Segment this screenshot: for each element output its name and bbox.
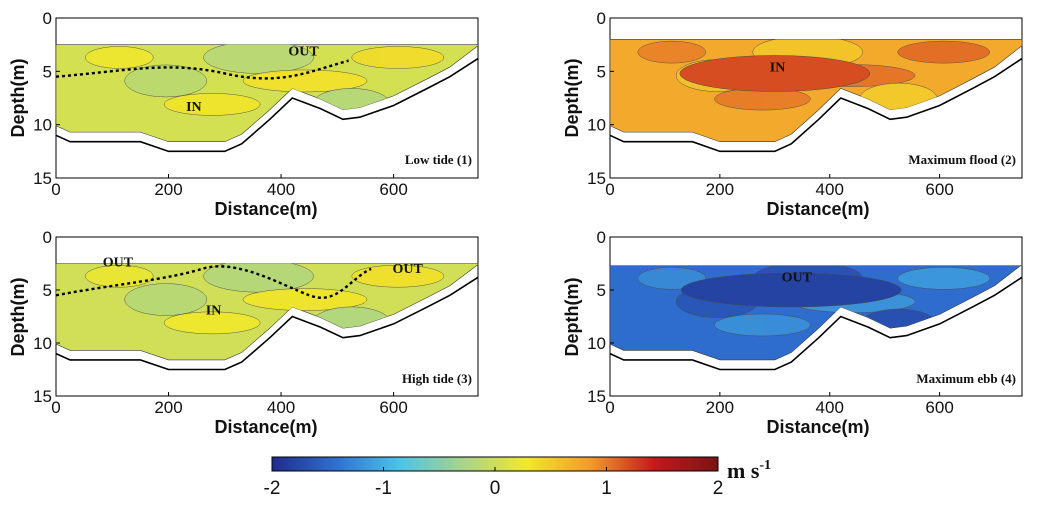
- flow-annotation: OUT: [782, 271, 813, 286]
- contour-band: [897, 267, 990, 290]
- flow-annotation: IN: [206, 303, 222, 318]
- x-tick-label: 0: [51, 398, 60, 417]
- y-tick-label: 5: [43, 281, 52, 300]
- contour-band: [714, 313, 811, 337]
- x-tick-label: 600: [379, 180, 407, 199]
- y-tick-label: 10: [587, 334, 606, 353]
- y-tick-label: 15: [33, 387, 52, 406]
- contour-band: [897, 40, 990, 64]
- panel-high-tide: High tide (3) Depth(m) Distance(m): [8, 278, 472, 438]
- x-tick-label: 600: [925, 180, 953, 199]
- panel-maximum-flood: Maximum flood (2) Depth(m) Distance(m): [562, 59, 1016, 220]
- x-axis-label: Distance(m): [214, 417, 317, 437]
- colorbar-tick-label: -1: [375, 478, 392, 499]
- colorbar-unit: m s-1: [727, 458, 771, 483]
- y-tick-label: 0: [43, 228, 52, 247]
- panel-plot-3: 0 200 400 600 0 5 10 15 OUT OUT IN: [33, 228, 479, 417]
- y-tick-label: 15: [33, 169, 52, 188]
- colorbar-tick-label: 0: [490, 478, 501, 499]
- bottom-profile: [609, 57, 1023, 153]
- contour-band: [85, 264, 154, 288]
- panel-maximum-ebb: Maximum ebb (4) Depth(m) Distance(m): [562, 278, 1016, 438]
- flow-annotation: IN: [770, 60, 786, 75]
- y-axis-label: Depth(m): [562, 278, 582, 357]
- panel-plot-2: 0 200 400 600 0 5 10 15 IN: [587, 9, 1023, 199]
- y-tick-label: 15: [587, 169, 606, 188]
- colorbar-tick-label: 1: [601, 478, 612, 499]
- flow-annotation: OUT: [288, 44, 319, 59]
- x-axis-label: Distance(m): [214, 199, 317, 219]
- x-tick-label: 400: [267, 398, 295, 417]
- y-tick-label: 10: [33, 116, 52, 135]
- contour-band: [124, 64, 207, 98]
- panel-label: Maximum ebb (4): [916, 371, 1016, 386]
- y-tick-label: 15: [587, 387, 606, 406]
- contour-band: [351, 46, 445, 69]
- x-tick-label: 0: [605, 398, 614, 417]
- y-axis-label: Depth(m): [8, 59, 28, 138]
- contour-band: [124, 283, 207, 316]
- x-tick-label: 200: [154, 180, 182, 199]
- x-tick-label: 600: [379, 398, 407, 417]
- velocity-core: [681, 272, 902, 308]
- colorbar: m s-1: [271, 456, 771, 483]
- panel-plot-1: 0 200 400 600 0 5 10 15 OUT IN: [33, 9, 479, 199]
- y-tick-label: 10: [33, 334, 52, 353]
- y-tick-label: 5: [597, 62, 606, 81]
- contour-band: [637, 40, 707, 64]
- y-tick-label: 0: [43, 9, 52, 28]
- panel-plot-4: 0 200 400 600 0 5 10 15 OUT: [587, 228, 1023, 417]
- y-tick-label: 0: [597, 9, 606, 28]
- flow-annotation: OUT: [103, 256, 134, 271]
- x-tick-label: 600: [925, 398, 953, 417]
- contour-band: [85, 46, 154, 69]
- contour-band: [351, 264, 445, 288]
- y-tick-label: 0: [597, 228, 606, 247]
- bottom-profile: [55, 276, 479, 371]
- x-tick-label: 200: [154, 398, 182, 417]
- zero-velocity-contour: [56, 59, 349, 80]
- bottom-profile: [55, 57, 479, 153]
- colorbar-tick-label: 2: [713, 478, 724, 499]
- velocity-core: [679, 55, 871, 92]
- x-tick-label: 400: [267, 180, 295, 199]
- y-axis-label: Depth(m): [562, 59, 582, 138]
- x-tick-label: 0: [605, 180, 614, 199]
- flow-annotation: IN: [186, 100, 202, 115]
- y-tick-label: 5: [43, 62, 52, 81]
- panel-low-tide: Low tide (1) Depth(m) Distance(m): [8, 59, 472, 220]
- panel-label: Low tide (1): [405, 152, 472, 167]
- y-tick-label: 5: [597, 281, 606, 300]
- x-tick-label: 0: [51, 180, 60, 199]
- y-axis-label: Depth(m): [8, 278, 28, 357]
- contour-bands: [637, 39, 990, 116]
- contour-band: [203, 263, 314, 293]
- contour-band: [163, 93, 261, 116]
- x-tick-label: 400: [816, 180, 844, 199]
- contour-band: [242, 69, 368, 93]
- contour-band: [163, 311, 261, 335]
- x-axis-label: Distance(m): [766, 199, 869, 219]
- x-tick-label: 200: [706, 398, 734, 417]
- panel-label: Maximum flood (2): [908, 152, 1016, 167]
- x-tick-label: 400: [816, 398, 844, 417]
- bottom-profile: [609, 276, 1023, 371]
- flow-annotation: OUT: [392, 262, 423, 277]
- panel-label: High tide (3): [402, 371, 472, 386]
- colorbar-tick-label: -2: [264, 478, 281, 499]
- x-axis-label: Distance(m): [766, 417, 869, 437]
- x-tick-label: 200: [706, 180, 734, 199]
- zero-velocity-contour: [56, 265, 372, 299]
- y-tick-label: 10: [587, 116, 606, 135]
